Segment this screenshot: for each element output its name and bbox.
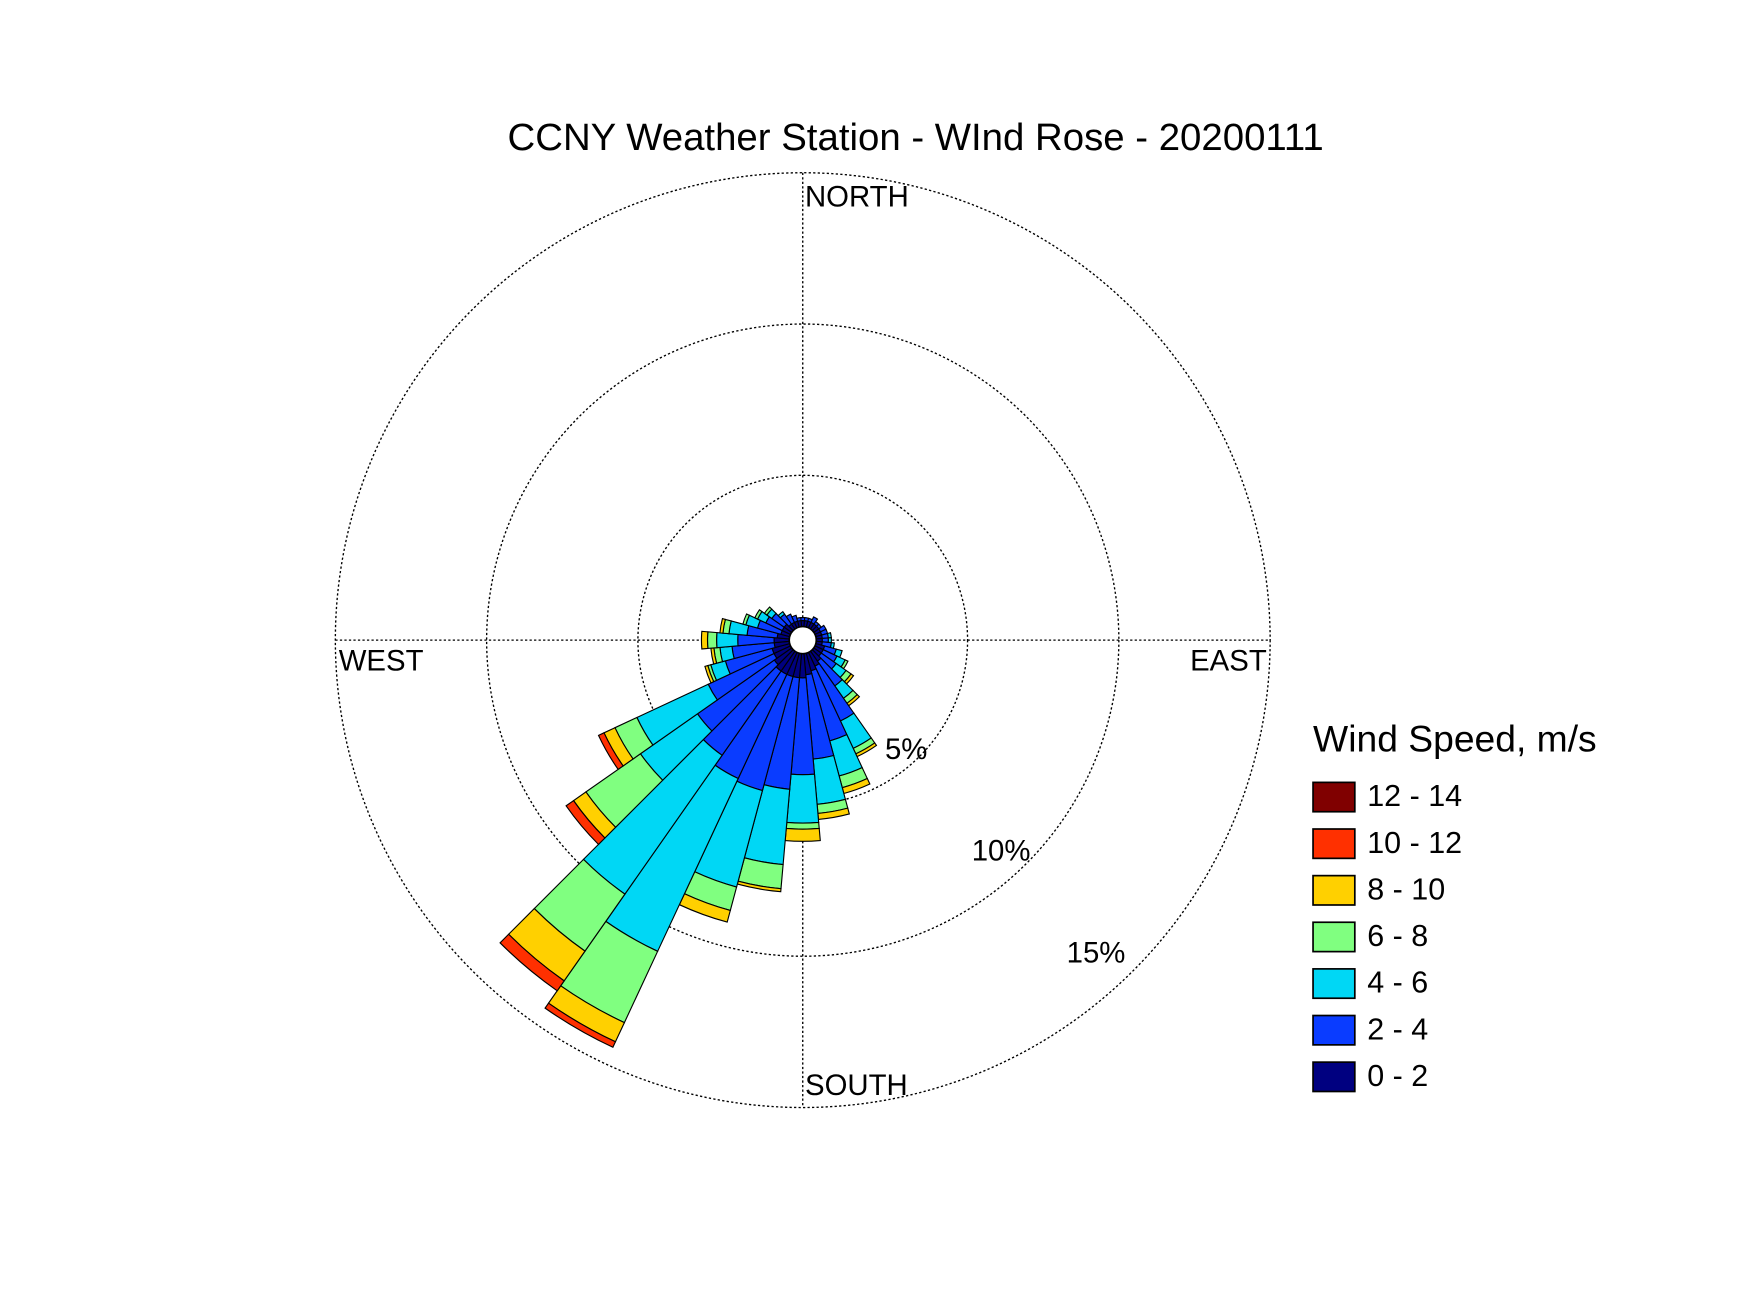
petal-segment — [796, 616, 802, 622]
legend-label: 2 - 4 — [1367, 1012, 1428, 1046]
petal-segment — [785, 821, 820, 830]
petal-segment — [785, 613, 796, 625]
legend-swatch — [1312, 828, 1356, 860]
legend-title: Wind Speed, m/s — [1313, 718, 1597, 760]
labels: NORTH SOUTH WEST EAST — [339, 180, 1267, 1102]
petal-segment — [810, 616, 819, 625]
petal-segment — [784, 827, 821, 842]
petal-segment — [704, 664, 715, 684]
petal-segment — [700, 630, 709, 650]
petal-segment — [777, 610, 786, 619]
petal-segment — [763, 606, 773, 616]
petal-segment — [706, 631, 718, 650]
direction-label: NORTH — [805, 180, 909, 213]
r-tick-label: 5% — [885, 733, 927, 766]
grid-ring — [334, 172, 1271, 1109]
petal-segment — [565, 799, 606, 846]
legend-label: 4 - 6 — [1367, 966, 1428, 1000]
r-tick-label: 15% — [1067, 936, 1126, 969]
petal-segment — [754, 609, 763, 620]
legend-label: 0 - 2 — [1367, 1059, 1428, 1093]
legend-label: 8 - 10 — [1367, 872, 1445, 906]
direction-label: WEST — [339, 644, 424, 677]
grid-ring — [485, 323, 1120, 957]
direction-label: SOUTH — [805, 1069, 908, 1102]
legend-swatch — [1312, 781, 1356, 813]
petal-segment — [544, 1002, 617, 1049]
petal-segment — [791, 614, 799, 624]
petal-segment — [597, 732, 624, 771]
petal-segment — [742, 613, 751, 626]
petal-segment — [719, 617, 727, 634]
legend-swatch — [1312, 921, 1356, 953]
direction-label: EAST — [1190, 644, 1267, 677]
legend-label: 10 - 12 — [1367, 826, 1462, 860]
petal-segment — [786, 773, 820, 824]
petal-segment — [499, 933, 565, 992]
chart-title: CCNY Weather Station - WInd Rose - 20200… — [508, 116, 1324, 159]
legend-swatch — [1312, 968, 1356, 1000]
legend-swatch — [1312, 1014, 1356, 1046]
legend-label: 6 - 8 — [1367, 919, 1428, 953]
r-tick-label: 10% — [972, 835, 1031, 868]
center-hole — [788, 625, 818, 655]
legend-swatch — [1312, 874, 1356, 906]
petal-segment — [716, 632, 739, 649]
petals — [499, 606, 878, 1049]
legend: Wind Speed, m/s 0 - 2 2 - 4 4 - 6 6 - 8 8 - … — [1312, 718, 1597, 1093]
legend-label: 12 - 14 — [1367, 779, 1462, 813]
legend-swatch — [1312, 1061, 1356, 1093]
